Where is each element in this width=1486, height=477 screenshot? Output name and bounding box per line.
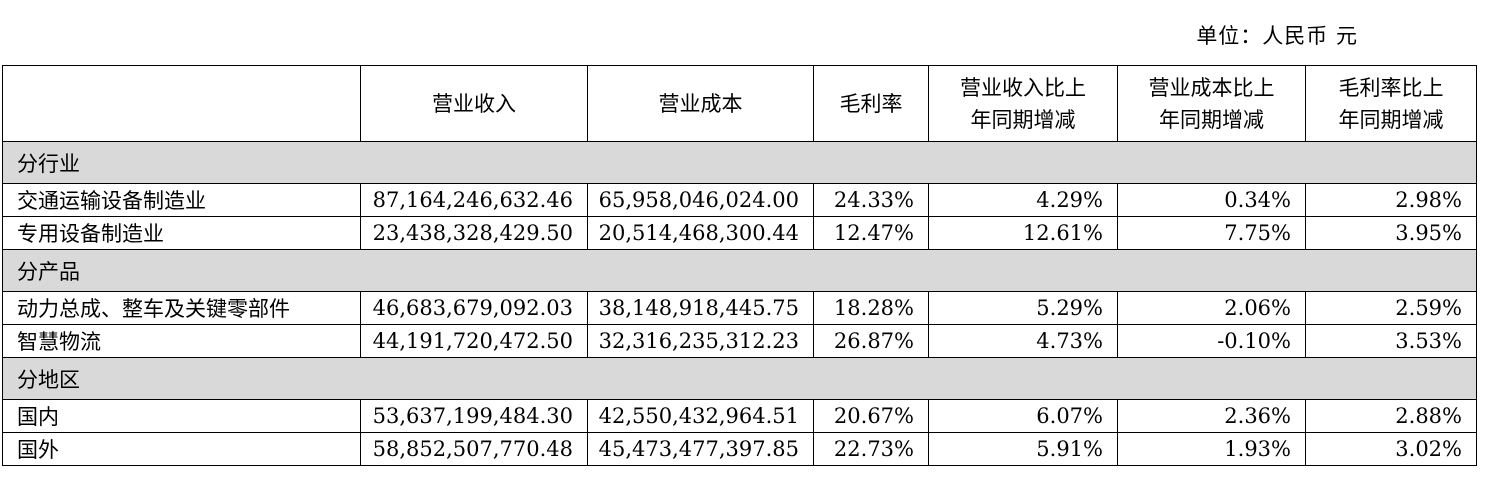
table-row: 国外 58,852,507,770.48 45,473,477,397.85 2… xyxy=(2,432,1477,466)
table-row: 国内 53,637,199,484.30 42,550,432,964.51 2… xyxy=(2,399,1477,433)
table-cell: 53,637,199,484.30 xyxy=(360,399,588,433)
header-cell: 毛利率比上 年同期增减 xyxy=(1305,65,1477,142)
section-row: 分产品 xyxy=(2,249,1477,292)
table-cell: 3.53% xyxy=(1305,324,1477,358)
table-cell: 58,852,507,770.48 xyxy=(360,432,588,466)
header-line: 营业成本比上 xyxy=(1148,75,1275,100)
table-row: 交通运输设备制造业 87,164,246,632.46 65,958,046,0… xyxy=(2,183,1477,217)
table-cell: 42,550,432,964.51 xyxy=(587,399,814,433)
table-cell: 2.59% xyxy=(1305,291,1477,325)
table-cell: 0.34% xyxy=(1117,183,1306,217)
table-cell: 32,316,235,312.23 xyxy=(587,324,814,358)
table-cell: 12.61% xyxy=(928,216,1118,250)
table-cell: 20.67% xyxy=(813,399,929,433)
header-line: 营业收入比上 xyxy=(960,75,1086,100)
section-row: 分地区 xyxy=(2,357,1477,400)
table-cell: 2.88% xyxy=(1305,399,1477,433)
table-cell: 2.36% xyxy=(1117,399,1306,433)
table-cell: 24.33% xyxy=(813,183,929,217)
row-label: 智慧物流 xyxy=(2,324,361,358)
table-row: 智慧物流 44,191,720,472.50 32,316,235,312.23… xyxy=(2,324,1477,358)
table-cell: 44,191,720,472.50 xyxy=(360,324,588,358)
table-cell: 4.73% xyxy=(928,324,1118,358)
table-cell: 5.91% xyxy=(928,432,1118,466)
table-cell: 6.07% xyxy=(928,399,1118,433)
section-title: 分产品 xyxy=(2,249,1477,292)
header-cell: 营业成本比上 年同期增减 xyxy=(1117,65,1306,142)
row-label: 交通运输设备制造业 xyxy=(2,183,361,217)
header-line: 年同期增减 xyxy=(1159,107,1264,132)
table-cell: 2.06% xyxy=(1117,291,1306,325)
row-label: 国内 xyxy=(2,399,361,433)
header-row: 营业收入 营业成本 毛利率 营业收入比上 年同期增减 营业成本比上 年同期增减 … xyxy=(2,65,1477,142)
table-cell: -0.10% xyxy=(1117,324,1306,358)
table-cell: 38,148,918,445.75 xyxy=(587,291,814,325)
table-row: 专用设备制造业 23,438,328,429.50 20,514,468,300… xyxy=(2,216,1477,250)
header-cell: 营业成本 xyxy=(587,65,814,142)
header-line: 毛利率比上 xyxy=(1338,75,1444,100)
financial-table: 营业收入 营业成本 毛利率 营业收入比上 年同期增减 营业成本比上 年同期增减 … xyxy=(2,65,1477,466)
section-row: 分行业 xyxy=(2,141,1477,184)
table-cell: 65,958,046,024.00 xyxy=(587,183,814,217)
section-title: 分行业 xyxy=(2,141,1477,184)
table-cell: 20,514,468,300.44 xyxy=(587,216,814,250)
section-title: 分地区 xyxy=(2,357,1477,400)
table-cell: 4.29% xyxy=(928,183,1118,217)
header-line: 营业收入 xyxy=(432,91,516,116)
header-cell: 营业收入比上 年同期增减 xyxy=(928,65,1118,142)
header-cell: 营业收入 xyxy=(360,65,588,142)
table-cell: 46,683,679,092.03 xyxy=(360,291,588,325)
table-row: 动力总成、整车及关键零部件 46,683,679,092.03 38,148,9… xyxy=(2,291,1477,325)
table-cell: 3.95% xyxy=(1305,216,1477,250)
header-line: 年同期增减 xyxy=(970,107,1076,132)
table-cell: 12.47% xyxy=(813,216,929,250)
table-cell: 1.93% xyxy=(1117,432,1306,466)
table-cell: 5.29% xyxy=(928,291,1118,325)
table-cell: 7.75% xyxy=(1117,216,1306,250)
table-cell: 87,164,246,632.46 xyxy=(360,183,588,217)
table-cell: 2.98% xyxy=(1305,183,1477,217)
row-label: 国外 xyxy=(2,432,361,466)
unit-label: 单位：人民币 元 xyxy=(1196,24,1358,48)
table-cell: 3.02% xyxy=(1305,432,1477,466)
table-cell: 22.73% xyxy=(813,432,929,466)
row-label: 动力总成、整车及关键零部件 xyxy=(2,291,361,325)
table-cell: 45,473,477,397.85 xyxy=(587,432,814,466)
header-line: 营业成本 xyxy=(658,91,743,116)
header-line: 年同期增减 xyxy=(1338,107,1444,132)
header-line: 毛利率 xyxy=(839,91,903,116)
table-cell: 23,438,328,429.50 xyxy=(360,216,588,250)
header-cell xyxy=(2,65,361,142)
table-cell: 26.87% xyxy=(813,324,929,358)
header-cell: 毛利率 xyxy=(813,65,929,142)
row-label: 专用设备制造业 xyxy=(2,216,361,250)
table-cell: 18.28% xyxy=(813,291,929,325)
